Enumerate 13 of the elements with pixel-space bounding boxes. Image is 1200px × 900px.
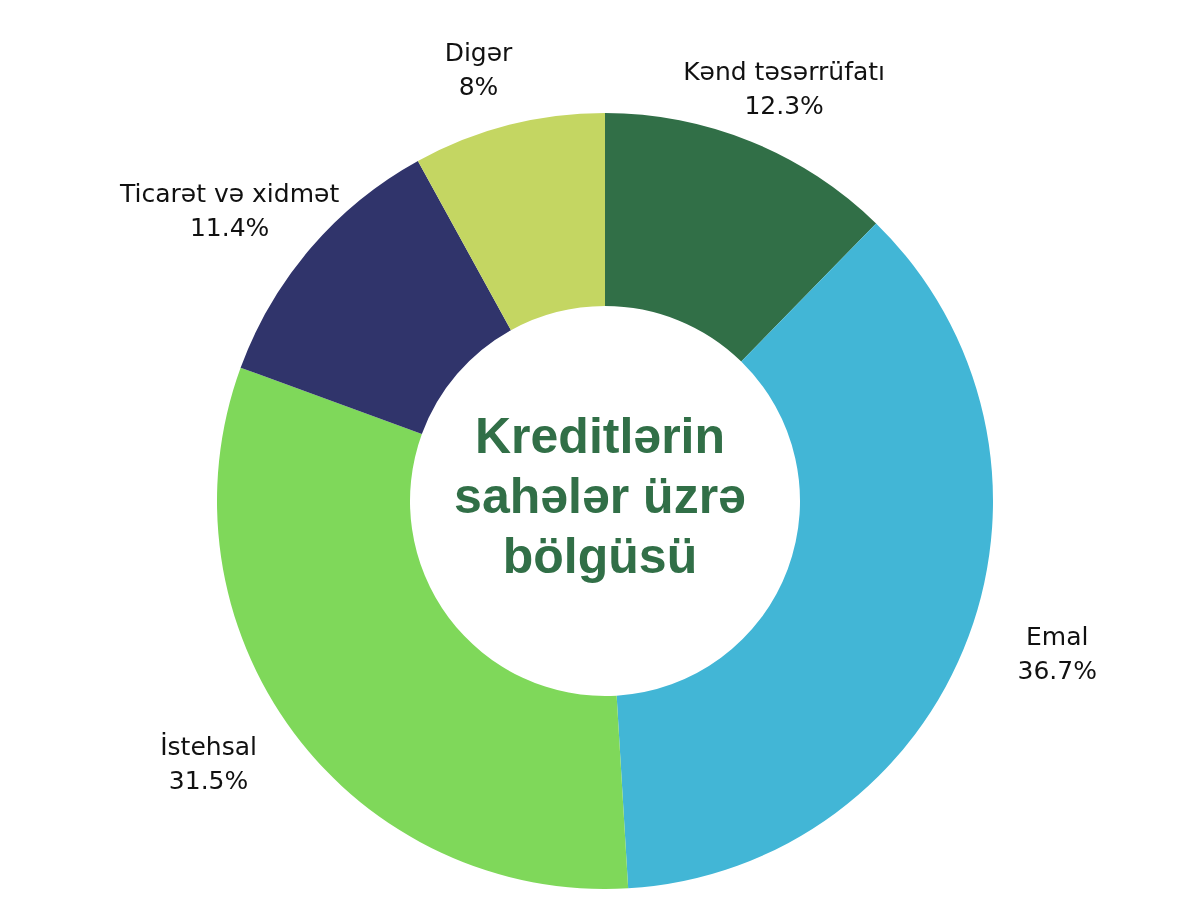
data-label: 12.3%	[744, 90, 824, 120]
data-label: 8%	[458, 71, 499, 101]
donut-slice	[417, 113, 605, 331]
slice-label: Kənd təsərrüfatı	[683, 56, 886, 86]
donut-slice	[605, 113, 877, 362]
data-label: 36.7%	[1017, 655, 1097, 685]
slice-label: İstehsal	[160, 731, 257, 761]
text: Kreditlərin sahələr üzrə bölgüsü	[453, 407, 747, 586]
slice-label: Ticarət və xidmət	[119, 178, 340, 208]
slice-label: Digər	[444, 37, 514, 67]
slice-label: Emal	[1026, 621, 1089, 651]
data-label: 11.4%	[189, 212, 270, 242]
data-label: 31.5%	[168, 765, 249, 795]
